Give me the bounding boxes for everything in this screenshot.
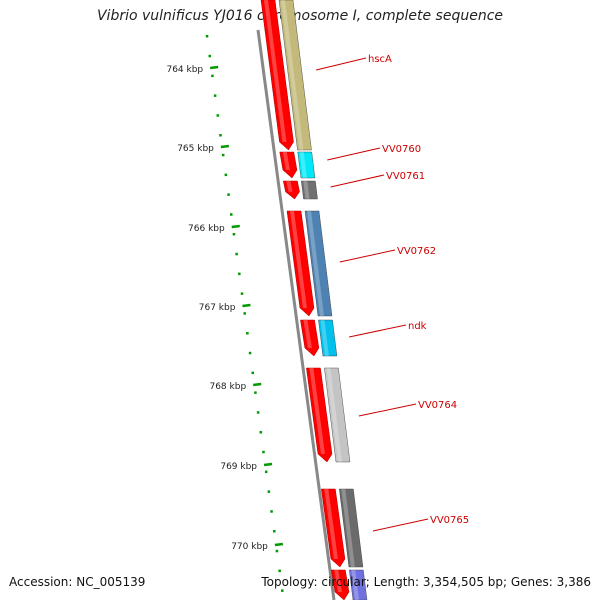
gene-feature-bar xyxy=(349,569,368,600)
gene-arrow-highlight xyxy=(264,0,287,142)
gene-arrow-highlight xyxy=(282,152,290,170)
tick-dot xyxy=(229,213,233,216)
backbone-line xyxy=(256,29,336,600)
tick-dot xyxy=(221,153,225,157)
tick-label: 764 kbp xyxy=(166,65,203,75)
tick-dot xyxy=(267,490,271,493)
tick-label: 770 kbp xyxy=(231,542,268,552)
gene-label-line xyxy=(316,57,367,71)
gene-label-vv0760: VV0760 xyxy=(382,144,421,155)
gene-label-vv0762: VV0762 xyxy=(397,246,436,257)
tick-dot xyxy=(243,312,246,315)
gene-feature-highlight xyxy=(281,0,304,150)
tick-label: 765 kbp xyxy=(177,144,214,154)
tick-dot xyxy=(205,35,209,38)
tick-dot xyxy=(272,530,276,533)
gene-feature-highlight xyxy=(351,570,359,600)
gene-feature-bar xyxy=(297,151,316,179)
tick-layer: 764 kbp 765 kbp 766 kbp 767 kbp 768 kbp 769 k… xyxy=(166,65,284,552)
gene-arrow-highlight xyxy=(286,181,293,192)
tick-dot xyxy=(216,114,220,117)
tick-dot xyxy=(281,589,284,592)
gene-feature-highlight xyxy=(299,152,307,178)
tick-label: 768 kbp xyxy=(209,382,246,392)
gene-label-line xyxy=(339,249,396,263)
tick-dot xyxy=(251,371,254,375)
major-tick xyxy=(231,224,240,229)
gene-feature-bar xyxy=(324,367,351,463)
gene-arrow-highlight xyxy=(334,570,342,592)
tick-dot xyxy=(254,391,257,394)
gene-feature-highlight xyxy=(341,489,355,567)
tick-dot xyxy=(262,450,265,454)
tick-dot xyxy=(256,411,260,414)
genes-layer xyxy=(260,0,368,600)
tick-dot xyxy=(235,252,238,256)
tick-dot xyxy=(246,332,249,335)
tick-dot xyxy=(238,272,241,276)
tick-dot xyxy=(259,431,263,434)
tick-dot xyxy=(264,470,268,474)
gene-feature-bar xyxy=(278,0,312,151)
major-tick xyxy=(210,65,219,70)
tick-dot xyxy=(224,173,228,177)
tick-label: 769 kbp xyxy=(220,462,257,472)
gene-arrow-highlight xyxy=(303,320,312,348)
gene-label-ndk: ndk xyxy=(408,321,427,332)
major-tick xyxy=(242,303,251,308)
gene-label-line xyxy=(327,147,381,161)
gene-label-vv0761: VV0761 xyxy=(386,171,425,182)
gene-feature-highlight xyxy=(303,181,310,199)
gene-label-line xyxy=(372,518,429,532)
gene-feature-bar xyxy=(318,319,338,357)
tick-dot xyxy=(232,233,236,236)
gene-feature-bar xyxy=(304,210,333,317)
gene-feature-highlight xyxy=(320,320,329,356)
gene-feature-highlight xyxy=(326,368,342,462)
gene-label-line xyxy=(348,324,407,338)
labels-layer: hscA VV0760 VV0761 VV0762 ndk VV0764 VV0765 xyxy=(316,54,469,532)
gene-label-line xyxy=(358,403,417,417)
tick-dot xyxy=(270,510,273,513)
tick-dot xyxy=(275,549,279,553)
gene-arrow-highlight xyxy=(290,211,307,308)
gene-label-line xyxy=(330,174,385,188)
major-tick xyxy=(263,462,273,467)
tick-dot xyxy=(248,351,252,355)
map-title: Vibrio vulnificus YJ016 chromosome I, co… xyxy=(96,8,504,24)
tick-dot xyxy=(278,569,281,573)
gene-label-vv0764: VV0764 xyxy=(418,400,457,411)
tick-dot xyxy=(208,54,212,58)
tick-dot xyxy=(213,94,217,97)
gene-label-hsca: hscA xyxy=(368,54,392,65)
gene-label-vv0765: VV0765 xyxy=(430,515,469,526)
tick-dot xyxy=(227,193,230,196)
major-tick xyxy=(253,382,262,387)
accession-text: Accession: NC_005139 xyxy=(9,575,146,589)
tick-dots-layer xyxy=(205,35,284,592)
tick-dot xyxy=(240,292,244,295)
gene-arrow-highlight xyxy=(324,489,338,559)
gene-feature-highlight xyxy=(307,211,324,316)
major-tick xyxy=(220,144,230,149)
gene-arrow-highlight xyxy=(309,368,325,454)
backbone-layer xyxy=(256,29,336,600)
tick-label: 767 kbp xyxy=(199,303,236,313)
tick-dot xyxy=(219,134,222,137)
gene-feature-bar xyxy=(339,488,364,568)
tick-dot xyxy=(211,74,214,78)
topology-text: Topology: circular; Length: 3,354,505 bp… xyxy=(261,575,591,589)
gene-feature-bar xyxy=(301,180,318,200)
tick-label: 766 kbp xyxy=(188,224,225,234)
major-tick xyxy=(274,542,284,547)
